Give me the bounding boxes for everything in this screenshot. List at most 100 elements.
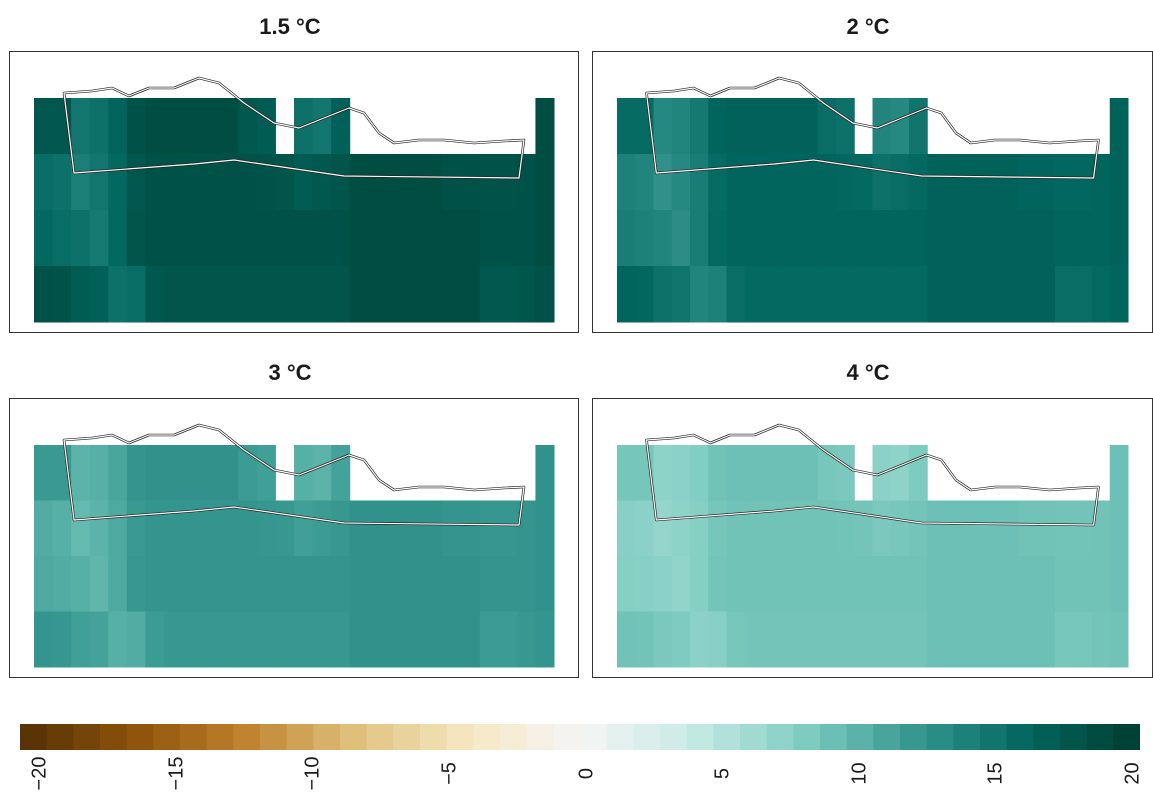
heatmap-cell [34, 98, 54, 155]
heatmap-cell [312, 611, 332, 668]
heatmap-cell [726, 445, 746, 501]
colorbar-bin [73, 724, 101, 750]
heatmap-cell [219, 445, 239, 501]
heatmap-cell [1018, 154, 1038, 211]
heatmap-cell [349, 154, 369, 211]
heatmap-cell [108, 500, 128, 557]
heatmap-cell [442, 500, 462, 557]
heatmap-cell [708, 210, 727, 267]
heatmap-cell [331, 556, 351, 612]
colorbar-bin [180, 724, 208, 750]
heatmap-cell [763, 445, 782, 501]
heatmap-cell [34, 556, 54, 612]
region-outline [63, 77, 525, 179]
heatmap-cell [909, 154, 928, 211]
heatmap-cell [1000, 266, 1019, 323]
heatmap-cell [1055, 210, 1074, 267]
heatmap-cell [817, 611, 837, 668]
heatmap-cell [201, 445, 221, 501]
colorbar-bin [740, 724, 768, 750]
heatmap-cell [52, 556, 72, 612]
heatmap-cell [1073, 266, 1092, 323]
heatmap-cell [424, 266, 444, 323]
heatmap-cell [1036, 611, 1056, 668]
colorbar-bin [1113, 724, 1140, 750]
heatmap-cell [763, 611, 782, 668]
heatmap-cell [294, 154, 314, 211]
heatmap-cell [890, 611, 910, 668]
heatmap-cell [34, 154, 54, 211]
heatmap-cell [182, 266, 202, 323]
heatmap-cell [201, 210, 221, 267]
heatmap-cell [238, 210, 258, 267]
heatmap-cell [238, 445, 258, 501]
colorbar-bin [926, 724, 954, 750]
heatmap-cell [164, 445, 184, 501]
heatmap-cell [671, 266, 691, 323]
heatmap-cell [256, 445, 276, 501]
heatmap-cell [1036, 266, 1056, 323]
colorbar-bin [100, 724, 128, 750]
heatmap-cell [312, 556, 332, 612]
heatmap-cell [909, 556, 928, 612]
heatmap-cell [108, 445, 128, 501]
heatmap-cell [945, 266, 965, 323]
heatmap-cell [854, 210, 873, 267]
heatmap-cell [617, 266, 636, 323]
heatmap-cell [256, 556, 276, 612]
colorbar-bin [126, 724, 154, 750]
colorbar-bin [473, 724, 501, 750]
heatmap-cell [1091, 210, 1111, 267]
heatmap-cell [145, 500, 165, 557]
heatmap-cell [1109, 154, 1129, 211]
heatmap-cell [963, 500, 983, 557]
heatmap-cell [617, 445, 636, 501]
heatmap-cell [201, 611, 221, 668]
heatmap-cell [89, 611, 109, 668]
heatmap-cell [52, 611, 72, 668]
heatmap-cell [763, 500, 782, 557]
heatmap-cell [927, 154, 946, 211]
heatmap-cell [963, 154, 983, 211]
heatmap-cell [1073, 611, 1092, 668]
colorbar-bin [366, 724, 394, 750]
heatmap-cell [126, 154, 146, 211]
colorbar-bin [713, 724, 741, 750]
heatmap-cell [963, 556, 983, 612]
map-panel-4 [592, 398, 1153, 678]
heatmap-cell [799, 500, 819, 557]
heatmap-cell [275, 266, 295, 323]
heatmap-cell [164, 611, 184, 668]
heatmap-cell [405, 611, 425, 668]
heatmap-cell [368, 266, 388, 323]
heatmap-cell [781, 98, 800, 155]
heatmap-cell [294, 266, 314, 323]
heatmap-cell [516, 611, 536, 668]
heatmap-cell [1109, 266, 1129, 323]
heatmap-cell [726, 611, 746, 668]
heatmap-3 [34, 423, 555, 668]
heatmap-cell [1109, 445, 1129, 501]
heatmap-cell [854, 611, 873, 668]
heatmap-cell [708, 556, 727, 612]
heatmap-cell [516, 556, 536, 612]
heatmap-cell [854, 266, 873, 323]
heatmap-cell [349, 210, 369, 267]
heatmap-cell [71, 445, 91, 501]
colorbar-tick-label: 20 [1121, 762, 1144, 785]
heatmap-cell [34, 210, 54, 267]
heatmap-cell [763, 154, 782, 211]
heatmap-cell [982, 611, 1001, 668]
heatmap-cell [34, 445, 54, 501]
heatmap-cell [945, 556, 965, 612]
colorbar-bin [446, 724, 474, 750]
heatmap-cell [836, 556, 855, 612]
heatmap-cell [890, 154, 910, 211]
heatmap-cell [386, 266, 406, 323]
heatmap-cell [461, 210, 481, 267]
heatmap-cell [836, 445, 855, 501]
colorbar-bin [393, 724, 421, 750]
colorbar-bin [553, 724, 581, 750]
heatmap-cell [799, 611, 819, 668]
panel-title-4: 4 °C [846, 360, 890, 385]
